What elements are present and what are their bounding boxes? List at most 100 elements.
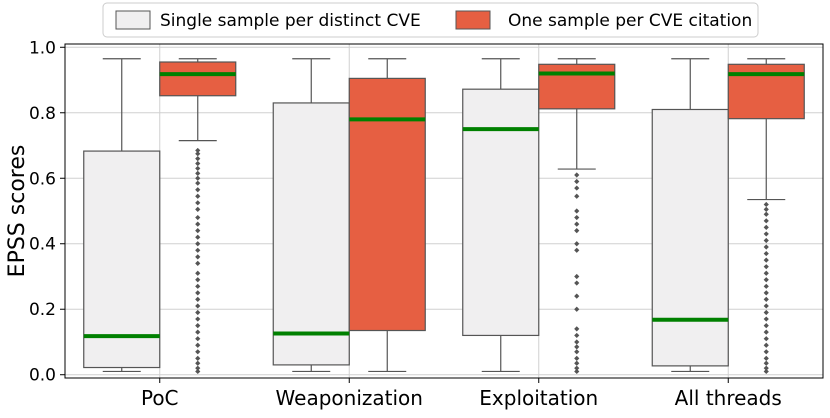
outlier-point — [574, 208, 580, 214]
outlier-point — [763, 290, 769, 296]
outlier-point — [195, 329, 201, 335]
outlier-point — [574, 185, 580, 191]
y-tick-label: 0.6 — [29, 169, 56, 189]
box-group — [159, 58, 237, 375]
x-tick-label: All threads — [675, 386, 782, 410]
outlier-point — [195, 228, 201, 234]
outlier-point — [195, 290, 201, 296]
outlier-point — [195, 316, 201, 322]
outlier-point — [574, 178, 580, 185]
outlier-point — [195, 368, 201, 375]
outlier-point — [195, 309, 201, 316]
box-iqr — [538, 63, 616, 110]
box-group — [83, 58, 161, 373]
outlier-point — [763, 257, 769, 263]
x-axis: PoC Weaponization Exploitation All threads — [141, 378, 782, 410]
outlier-point — [763, 349, 769, 355]
outlier-point — [574, 344, 580, 350]
outlier-point — [195, 170, 201, 176]
outlier-point — [195, 214, 201, 221]
outlier-point — [763, 365, 769, 371]
outlier-point — [195, 193, 201, 199]
outlier-point — [195, 270, 201, 276]
outlier-point — [195, 187, 201, 193]
outlier-point — [195, 360, 201, 366]
outlier-point — [195, 165, 201, 172]
box-group — [348, 58, 426, 373]
outlier-point — [195, 260, 201, 266]
outlier-point — [195, 241, 201, 247]
outlier-point — [195, 336, 201, 342]
x-tick-label: Weaponization — [276, 386, 423, 410]
outlier-point — [574, 360, 580, 366]
outlier-point — [763, 250, 769, 257]
outlier-point — [574, 221, 580, 227]
outlier-point — [195, 296, 201, 303]
outlier-point — [574, 326, 580, 332]
legend-frame — [102, 2, 759, 38]
box-iqr — [651, 108, 729, 367]
outlier-point — [763, 355, 769, 361]
y-tick-label: 0.8 — [29, 104, 56, 124]
outlier-point — [574, 241, 580, 247]
outlier-point — [195, 180, 201, 186]
outlier-point — [763, 316, 769, 322]
box-iqr — [272, 102, 350, 366]
outlier-point — [574, 365, 580, 371]
outlier-point — [195, 234, 201, 240]
outlier-point — [195, 175, 201, 181]
plot-area — [83, 58, 805, 375]
box-iqr — [83, 150, 161, 369]
outlier-point — [763, 237, 769, 244]
outlier-point — [574, 228, 580, 234]
outlier-point — [574, 214, 580, 221]
outlier-point — [574, 339, 580, 345]
outlier-point — [763, 342, 769, 348]
outlier-point — [763, 283, 769, 289]
outlier-point — [763, 277, 769, 283]
outlier-point — [195, 342, 201, 348]
outlier-point — [763, 218, 769, 224]
y-tick-label: 0.4 — [29, 235, 56, 255]
box-group — [727, 58, 805, 375]
outlier-point — [195, 323, 201, 329]
plot-frame — [64, 43, 824, 379]
outlier-point — [763, 201, 769, 208]
outlier-point — [195, 200, 201, 206]
legend-swatch-one-sample — [455, 10, 491, 30]
x-tick-label: PoC — [141, 386, 179, 410]
box-group — [272, 58, 350, 373]
outlier-point — [763, 264, 769, 270]
outlier-point — [195, 151, 201, 157]
outlier-point — [574, 280, 580, 286]
outlier-point — [574, 306, 580, 312]
outlier-point — [574, 332, 580, 339]
outlier-point — [763, 224, 769, 230]
box-group — [462, 58, 540, 373]
outlier-point — [195, 247, 201, 253]
box-iqr — [348, 77, 426, 332]
y-axis: 0.0 0.2 0.4 0.6 0.8 1.0 — [29, 38, 65, 386]
outlier-point — [574, 273, 580, 280]
outlier-point — [195, 254, 201, 260]
outlier-point — [574, 368, 580, 375]
outlier-point — [574, 193, 580, 199]
outlier-point — [574, 172, 580, 178]
outlier-point — [763, 211, 769, 217]
outlier-point — [195, 355, 201, 361]
y-axis-title: EPSS scores — [5, 145, 30, 278]
y-tick-label: 0.0 — [29, 366, 56, 386]
legend-swatch-single-sample — [115, 10, 151, 30]
x-tick-label: Exploitation — [479, 386, 598, 410]
outlier-point — [574, 355, 580, 361]
outlier-point — [763, 368, 769, 375]
outlier-point — [195, 303, 201, 309]
y-tick-label: 0.2 — [29, 300, 56, 320]
legend: Single sample per distinct CVE One sampl… — [102, 2, 759, 38]
outlier-point — [763, 231, 769, 237]
outlier-point — [195, 277, 201, 283]
box-iqr — [159, 61, 237, 97]
outlier-point — [763, 323, 769, 329]
outlier-point — [574, 293, 580, 299]
